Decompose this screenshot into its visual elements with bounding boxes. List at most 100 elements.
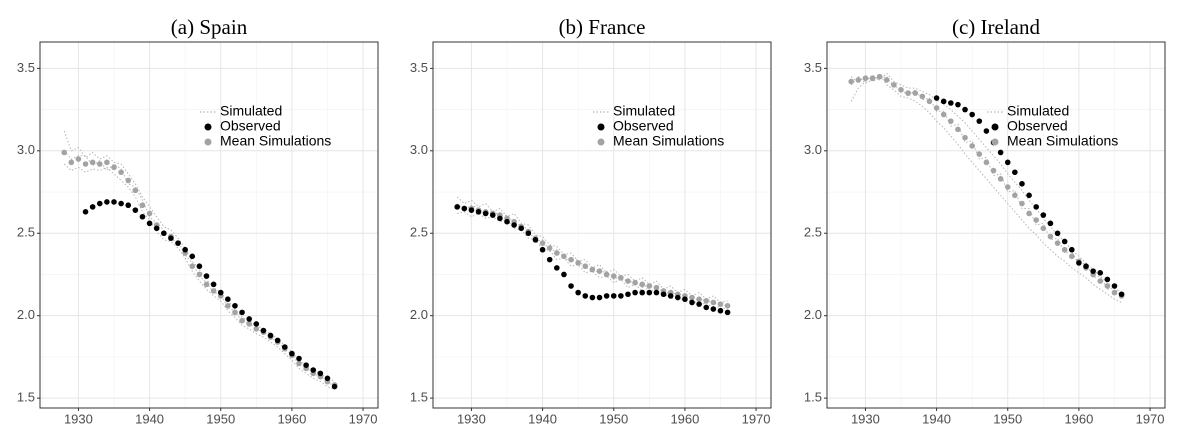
point bbox=[68, 159, 75, 166]
point bbox=[546, 245, 553, 251]
point bbox=[997, 176, 1004, 182]
y-tick-label: 3.5 bbox=[410, 60, 428, 75]
point bbox=[454, 204, 460, 210]
point bbox=[1047, 220, 1054, 227]
x-tick-label: 1970 bbox=[1136, 411, 1165, 426]
point bbox=[653, 289, 660, 296]
point bbox=[125, 202, 132, 209]
point bbox=[568, 256, 574, 263]
point bbox=[296, 355, 302, 362]
legend-label: Simulated bbox=[220, 103, 282, 119]
point bbox=[232, 302, 238, 309]
panel-title: (b) France bbox=[559, 15, 646, 39]
point bbox=[703, 304, 710, 311]
point bbox=[646, 283, 653, 289]
point bbox=[625, 291, 631, 298]
legend-key bbox=[991, 123, 999, 131]
point bbox=[724, 302, 731, 309]
point bbox=[104, 159, 110, 166]
panel-title: (a) Spain bbox=[171, 15, 248, 39]
point bbox=[1047, 233, 1054, 240]
point bbox=[575, 260, 581, 266]
point bbox=[603, 293, 610, 299]
point bbox=[132, 187, 139, 194]
point bbox=[196, 263, 203, 270]
point bbox=[933, 95, 940, 101]
point bbox=[1068, 253, 1075, 260]
plot-border bbox=[39, 41, 379, 409]
point bbox=[596, 268, 603, 274]
point bbox=[710, 299, 717, 306]
point bbox=[575, 289, 581, 296]
x-tick-label: 1950 bbox=[599, 411, 628, 426]
point bbox=[710, 306, 717, 312]
point bbox=[225, 302, 231, 309]
point bbox=[1012, 192, 1018, 199]
point bbox=[132, 207, 139, 213]
point bbox=[589, 294, 596, 301]
point bbox=[618, 274, 624, 281]
point bbox=[303, 362, 309, 368]
point bbox=[653, 284, 660, 291]
point bbox=[281, 344, 288, 350]
x-tick-label: 1960 bbox=[277, 411, 306, 426]
point bbox=[96, 200, 103, 207]
legend-label: Simulated bbox=[613, 103, 675, 119]
point bbox=[546, 256, 553, 263]
point bbox=[667, 293, 674, 299]
point bbox=[1019, 200, 1025, 207]
y-tick-label: 3.5 bbox=[17, 60, 35, 75]
x-axis: 1930 1940 1950 1960 1970 bbox=[457, 408, 771, 426]
point bbox=[111, 164, 117, 171]
x-tick-label: 1950 bbox=[993, 411, 1022, 426]
point bbox=[568, 283, 574, 289]
legend-label: Mean Simulations bbox=[613, 133, 724, 149]
point bbox=[689, 299, 695, 306]
point bbox=[625, 278, 631, 284]
simulated-line bbox=[456, 196, 728, 304]
point bbox=[969, 111, 975, 118]
point bbox=[554, 250, 560, 256]
x-axis: 1930 1940 1950 1960 1970 bbox=[64, 408, 378, 426]
point bbox=[168, 235, 174, 241]
point bbox=[196, 271, 203, 278]
point bbox=[475, 209, 482, 215]
legend-key bbox=[204, 123, 212, 131]
point bbox=[1076, 260, 1082, 266]
point bbox=[111, 199, 117, 205]
point bbox=[554, 265, 560, 271]
point bbox=[253, 326, 260, 332]
point bbox=[61, 149, 67, 156]
legend-label: Observed bbox=[220, 118, 281, 134]
plot-area bbox=[433, 42, 771, 408]
point bbox=[639, 281, 646, 288]
point bbox=[1104, 276, 1111, 283]
panel-title: (c) Ireland bbox=[952, 15, 1041, 39]
plot-area bbox=[827, 42, 1165, 408]
y-tick-label: 1.5 bbox=[17, 390, 35, 405]
point bbox=[1040, 225, 1047, 232]
point bbox=[610, 293, 617, 299]
point bbox=[898, 87, 904, 93]
point bbox=[862, 75, 869, 82]
panel: (b) France 1.5 2.0 2.5 3.0 3.5 1930 1940 1950 196… bbox=[410, 15, 772, 426]
point bbox=[175, 240, 181, 246]
point bbox=[589, 266, 596, 273]
point bbox=[1104, 283, 1111, 289]
point bbox=[189, 253, 196, 260]
point bbox=[139, 202, 146, 209]
point bbox=[561, 271, 567, 278]
point bbox=[497, 215, 503, 222]
point bbox=[983, 159, 990, 166]
point bbox=[267, 332, 274, 339]
point bbox=[1061, 246, 1068, 253]
y-tick-label: 2.5 bbox=[410, 225, 428, 240]
simulated-line bbox=[63, 130, 335, 383]
panel: (a) Spain 1.5 2.0 2.5 3.0 3.5 1930 1940 1950 1960… bbox=[17, 15, 379, 426]
point bbox=[883, 77, 890, 83]
point bbox=[96, 161, 103, 167]
point bbox=[1019, 180, 1025, 187]
y-tick-label: 2.0 bbox=[17, 307, 35, 322]
point bbox=[632, 289, 638, 296]
